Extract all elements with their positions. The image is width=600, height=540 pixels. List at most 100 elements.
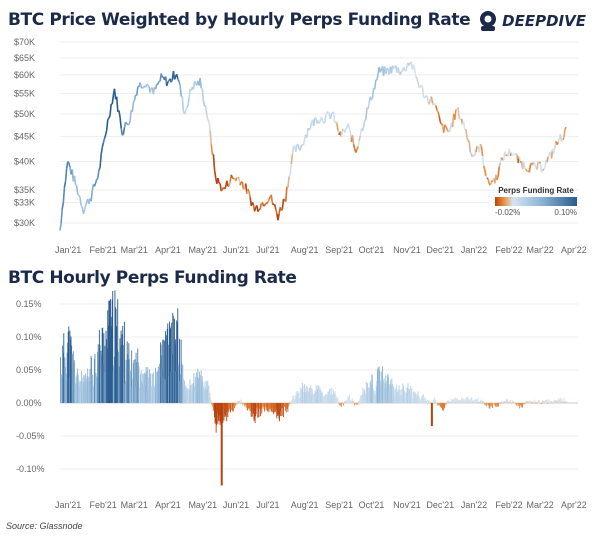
price-line-segment: [420, 85, 424, 88]
funding-bar: [282, 403, 284, 418]
funding-bar: [260, 403, 262, 409]
funding-bar: [142, 374, 144, 403]
price-line-segment: [68, 162, 71, 168]
funding-bar: [216, 403, 218, 414]
funding-bar: [391, 384, 393, 403]
x-tick-label: Mar'21: [121, 500, 148, 510]
funding-bar: [353, 401, 355, 403]
price-line-segment: [480, 146, 484, 157]
y-tick-label: 0.05%: [16, 365, 42, 375]
funding-bar: [277, 403, 279, 415]
funding-bar: [540, 403, 542, 405]
funding-bar: [566, 401, 567, 403]
price-line-segment: [65, 161, 69, 169]
funding-bar: [109, 300, 111, 403]
funding-bar: [167, 344, 169, 403]
price-line-segment: [120, 127, 124, 136]
funding-bar: [375, 386, 377, 403]
funding-bar: [505, 402, 507, 403]
funding-bar: [239, 400, 240, 403]
funding-bar: [518, 403, 520, 407]
funding-bar: [254, 403, 256, 424]
funding-bar: [555, 400, 557, 403]
price-line-segment: [267, 198, 270, 203]
funding-bar: [119, 338, 121, 403]
funding-bar: [307, 387, 309, 403]
funding-bar: [437, 403, 439, 404]
funding-bar: [289, 402, 290, 403]
funding-bar: [153, 393, 155, 403]
funding-bar: [60, 357, 61, 403]
funding-bar: [338, 401, 340, 403]
price-line-segment: [212, 154, 216, 171]
funding-bar: [231, 403, 233, 405]
funding-bar: [160, 342, 161, 403]
price-line-segment: [546, 156, 549, 163]
funding-bar: [71, 354, 73, 403]
price-line-segment: [332, 111, 336, 124]
funding-bar: [190, 384, 192, 403]
funding-bar: [122, 344, 124, 403]
price-line-segment: [438, 116, 442, 123]
funding-bar: [103, 372, 105, 403]
funding-bar: [362, 387, 364, 403]
funding-bar: [361, 394, 363, 403]
funding-bar: [237, 401, 239, 403]
funding-bar: [217, 403, 219, 420]
price-line-segment: [61, 202, 65, 210]
funding-bar: [413, 391, 415, 403]
funding-bar: [246, 403, 248, 408]
funding-bar: [98, 330, 100, 403]
funding-bar: [327, 391, 329, 403]
funding-bar: [335, 398, 337, 403]
funding-bar: [92, 374, 94, 403]
price-line-segment: [552, 146, 556, 154]
price-line-segment: [362, 120, 366, 128]
funding-bar: [91, 375, 93, 403]
funding-bar: [213, 403, 215, 409]
funding-bar: [310, 385, 312, 403]
funding-bar: [504, 400, 506, 403]
funding-bar: [533, 403, 535, 404]
funding-bar: [209, 392, 211, 403]
price-line-segment: [348, 126, 352, 132]
funding-bar: [408, 389, 410, 403]
funding-bar: [169, 326, 171, 403]
price-line-segment: [188, 89, 191, 99]
funding-bar: [176, 322, 178, 403]
y-tick-label: $33K: [14, 198, 35, 208]
funding-bar: [555, 400, 557, 403]
funding-bar: [384, 388, 386, 403]
funding-bar: [438, 403, 440, 406]
funding-bar: [242, 403, 244, 406]
funding-bar: [319, 396, 321, 403]
funding-bar: [459, 402, 461, 403]
funding-bar: [430, 401, 432, 403]
funding-bar: [266, 403, 268, 412]
price-line-segment: [83, 205, 87, 211]
funding-bar: [260, 403, 262, 417]
price-line-segment: [490, 179, 494, 183]
price-line-segment: [82, 209, 86, 214]
funding-bar: [74, 383, 76, 403]
funding-bar: [341, 403, 343, 404]
funding-bar: [145, 367, 147, 403]
funding-bar: [545, 400, 547, 403]
price-line-segment: [330, 112, 334, 115]
funding-bar: [364, 389, 366, 403]
price-line-segment: [284, 186, 288, 202]
x-tick-label: Apr'21: [155, 245, 181, 255]
funding-bar: [443, 403, 445, 411]
funding-bar: [215, 403, 217, 433]
funding-bar: [438, 403, 440, 406]
price-chart-title: BTC Price Weighted by Hourly Perps Fundi…: [8, 10, 471, 30]
funding-bar: [178, 365, 180, 403]
funding-bar: [139, 387, 141, 403]
funding-bar: [453, 398, 455, 403]
funding-bar: [394, 396, 396, 403]
x-tick-label: Oct'21: [359, 500, 385, 510]
funding-bar: [418, 395, 419, 403]
funding-bar: [498, 401, 500, 403]
price-line-segment: [202, 101, 206, 107]
price-line-segment: [540, 169, 544, 173]
